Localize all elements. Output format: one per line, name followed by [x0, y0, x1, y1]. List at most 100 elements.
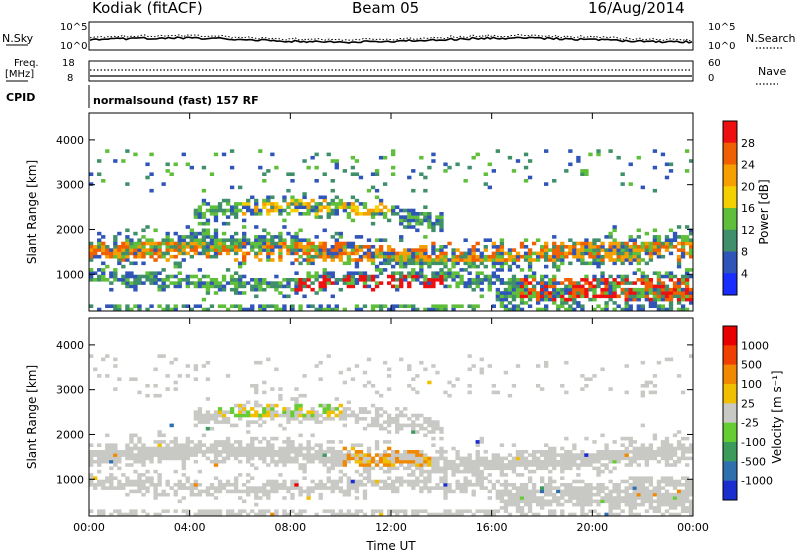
heatmap-cell — [620, 261, 625, 266]
heatmap-cell — [386, 456, 392, 461]
heatmap-cell — [229, 149, 235, 153]
y-tick-label: 3000 — [56, 384, 84, 397]
heatmap-cell — [556, 304, 561, 308]
heatmap-cell — [564, 287, 569, 292]
heatmap-cell — [419, 360, 424, 365]
heatmap-cell — [310, 417, 315, 421]
heatmap-cell — [358, 509, 364, 513]
heatmap-cell — [129, 245, 134, 249]
nsearch-label: N.Search — [746, 32, 796, 45]
heatmap-cell — [254, 235, 259, 239]
heatmap-cell — [362, 245, 368, 249]
heatmap-cell — [443, 254, 448, 259]
heatmap-cell — [475, 241, 480, 246]
heatmap-cell — [407, 225, 412, 229]
heatmap-cell — [217, 443, 223, 447]
heatmap-cell — [233, 413, 239, 418]
heatmap-cell — [350, 456, 356, 461]
velocity-heatmap — [89, 354, 694, 517]
heatmap-cell — [411, 278, 416, 282]
heatmap-cell — [572, 443, 577, 447]
heatmap-cell — [427, 469, 432, 474]
heatmap-cell — [262, 304, 267, 308]
heatmap-cell — [113, 443, 118, 447]
heatmap-cell — [624, 496, 629, 500]
heatmap-cell — [314, 235, 319, 239]
heatmap-cell — [439, 268, 444, 272]
heatmap-cell — [531, 291, 537, 295]
heatmap-cell — [217, 241, 223, 246]
heatmap-cell — [568, 496, 573, 500]
heatmap-cell — [423, 469, 428, 474]
heatmap-cell — [688, 486, 694, 490]
heatmap-cell — [189, 492, 194, 497]
heatmap-cell — [318, 205, 323, 209]
heatmap-cell — [499, 297, 505, 302]
heatmap-cell — [544, 284, 549, 289]
heatmap-cell — [624, 463, 629, 467]
heatmap-cell — [113, 486, 118, 490]
heatmap-cell — [584, 499, 589, 504]
heatmap-cell — [676, 264, 682, 269]
heatmap-cell — [479, 473, 484, 477]
heatmap-cell — [564, 297, 569, 302]
heatmap-cell — [519, 489, 525, 494]
heatmap-cell — [233, 453, 239, 457]
heatmap-cell — [89, 172, 94, 176]
heatmap-cell — [237, 202, 243, 206]
heatmap-cell — [370, 423, 376, 428]
heatmap-cell — [423, 367, 428, 372]
heatmap-cell — [660, 496, 666, 500]
heatmap-cell — [258, 413, 263, 418]
heatmap-cell — [539, 450, 545, 454]
heatmap-cell — [105, 476, 110, 480]
heatmap-cell — [386, 218, 392, 223]
heatmap-cell — [338, 440, 343, 444]
heatmap-cell — [443, 304, 448, 308]
heatmap-cell — [282, 304, 287, 308]
heatmap-cell — [576, 496, 581, 500]
heatmap-cell — [125, 149, 130, 153]
heatmap-cell — [278, 450, 283, 454]
heatmap-cell — [362, 417, 368, 421]
heatmap-cell — [354, 258, 360, 262]
heatmap-cell — [266, 479, 271, 484]
heatmap-cell — [431, 512, 436, 517]
heatmap-cell — [278, 453, 283, 457]
heatmap-cell — [568, 278, 573, 282]
heatmap-cell — [391, 274, 396, 279]
heatmap-cell — [499, 261, 505, 266]
heatmap-cell — [193, 215, 199, 219]
heatmap-cell — [362, 271, 368, 275]
heatmap-cell — [121, 450, 126, 454]
heatmap-cell — [427, 380, 432, 385]
heatmap-cell — [298, 410, 303, 414]
heatmap-cell — [254, 390, 259, 395]
heatmap-cell — [266, 284, 271, 289]
heatmap-cell — [221, 413, 227, 418]
heatmap-cell — [527, 159, 533, 163]
heatmap-cell — [584, 463, 589, 467]
heatmap-cell — [391, 251, 396, 256]
heatmap-cell — [664, 456, 670, 461]
heatmap-cell — [503, 281, 509, 285]
heatmap-cell — [515, 492, 521, 497]
heatmap-cell — [290, 483, 295, 487]
heatmap-cell — [153, 453, 158, 457]
heatmap-cell — [306, 254, 311, 259]
heatmap-cell — [322, 509, 327, 513]
heatmap-cell — [503, 456, 509, 461]
heatmap-cell — [435, 466, 440, 471]
heatmap-cell — [596, 453, 601, 457]
heatmap-cell — [407, 221, 412, 226]
heatmap-cell — [177, 456, 182, 461]
heatmap-cell — [378, 423, 384, 428]
heatmap-cell — [113, 453, 118, 457]
heatmap-cell — [237, 248, 243, 252]
heatmap-cell — [221, 221, 227, 226]
heatmap-cell — [672, 506, 678, 510]
heatmap-cell — [153, 489, 158, 494]
colorbar-segment — [723, 384, 737, 404]
heatmap-cell — [395, 205, 400, 209]
heatmap-cell — [660, 450, 666, 454]
